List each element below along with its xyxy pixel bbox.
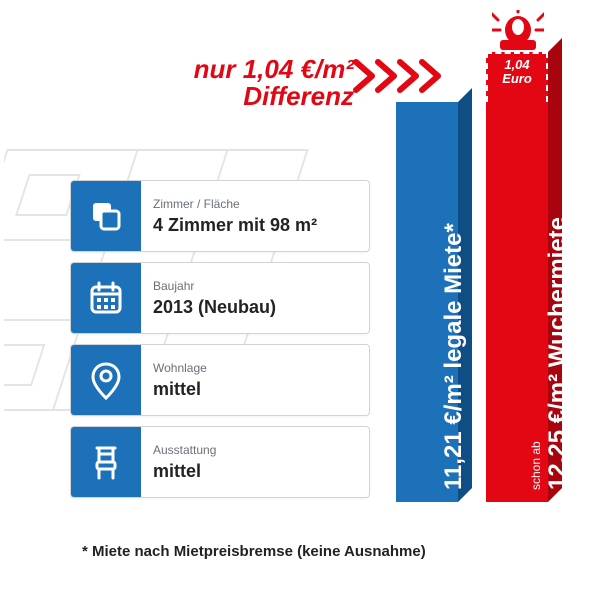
card-rooms: Zimmer / Fläche 4 Zimmer mit 98 m² bbox=[70, 180, 370, 252]
bar-chart: 11,21 €/m² legale Miete* bbox=[396, 52, 562, 502]
card-value: 2013 (Neubau) bbox=[153, 297, 276, 318]
card-location: Wohnlage mittel bbox=[70, 344, 370, 416]
rooms-icon bbox=[71, 181, 141, 251]
alarm-icon bbox=[492, 10, 544, 52]
calendar-icon bbox=[71, 263, 141, 333]
infographic-canvas: nur 1,04 €/m² Differenz 11,21 €/m² legal… bbox=[0, 0, 600, 600]
card-label: Baujahr bbox=[153, 279, 276, 293]
difference-value: 1,04 bbox=[504, 58, 529, 72]
difference-segment: 1,04 Euro bbox=[486, 52, 548, 102]
bar-legal-rent: 11,21 €/m² legale Miete* bbox=[396, 102, 472, 502]
headline: nur 1,04 €/m² Differenz bbox=[104, 56, 354, 111]
card-value: 4 Zimmer mit 98 m² bbox=[153, 215, 317, 236]
bar-legal-rent-label: 11,21 €/m² legale Miete* bbox=[440, 223, 467, 490]
card-year: Baujahr 2013 (Neubau) bbox=[70, 262, 370, 334]
difference-unit: Euro bbox=[502, 72, 532, 86]
card-label: Zimmer / Fläche bbox=[153, 197, 317, 211]
card-label: Ausstattung bbox=[153, 443, 216, 457]
card-furnishing: Ausstattung mittel bbox=[70, 426, 370, 498]
card-value: mittel bbox=[153, 461, 216, 482]
card-label: Wohnlage bbox=[153, 361, 207, 375]
bar-usury-rent: 1,04 Euro schon ab 12,25 €/m² Wuchermiet… bbox=[486, 52, 562, 502]
info-card-list: Zimmer / Fläche 4 Zimmer mit 98 m² Bauja… bbox=[70, 180, 370, 498]
headline-line2: Differenz bbox=[104, 83, 354, 110]
pin-icon bbox=[71, 345, 141, 415]
bar-usury-rent-label: 12,25 €/m² Wuchermiete bbox=[544, 217, 571, 490]
footnote: * Miete nach Mietpreisbremse (keine Ausn… bbox=[82, 543, 426, 560]
bar-usury-prefix: schon ab bbox=[530, 217, 542, 490]
chair-icon bbox=[71, 427, 141, 497]
headline-line1: nur 1,04 €/m² bbox=[104, 56, 354, 83]
card-value: mittel bbox=[153, 379, 207, 400]
